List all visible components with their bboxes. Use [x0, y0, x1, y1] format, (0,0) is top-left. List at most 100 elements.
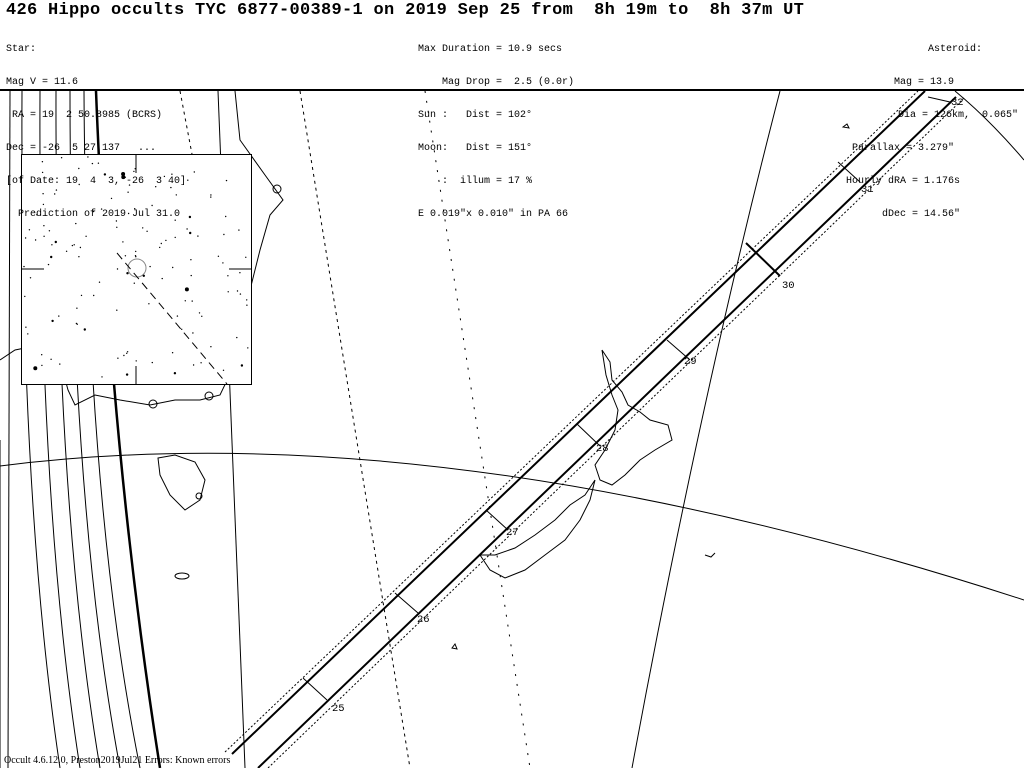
- time-label: 30: [782, 280, 795, 292]
- star-dot: [236, 290, 239, 292]
- path-north-limit: [231, 91, 926, 755]
- asteroid-info-line: Asteroid:: [927, 44, 982, 55]
- star-dot: [176, 315, 179, 317]
- star-dot: [54, 240, 57, 244]
- event-info-line: Mag Drop = 2.5 (0.0r): [418, 77, 575, 88]
- star-dot: [127, 191, 129, 193]
- event-info: Max Duration = 10.9 secs Mag Drop = 2.5 …: [418, 22, 574, 231]
- star-dot: [134, 208, 136, 210]
- star-dot: [173, 372, 177, 375]
- outer-limit-line: [7, 91, 11, 768]
- star-dot: [23, 265, 25, 268]
- island: [174, 572, 190, 580]
- star-dot: [201, 315, 203, 317]
- star-dot: [42, 203, 45, 206]
- asteroid-track: [116, 252, 228, 385]
- star-dot: [41, 171, 44, 174]
- star-dot: [239, 293, 242, 295]
- event-info-line: Max Duration = 10.9 secs: [418, 44, 563, 55]
- star-dot: [24, 295, 26, 298]
- star-dot: [27, 333, 29, 335]
- star-dot: [42, 193, 44, 195]
- header-divider: [0, 89, 1024, 91]
- star-dot: [175, 194, 177, 196]
- star-dot: [41, 161, 44, 163]
- star-dot: [135, 360, 137, 362]
- star-dot: [121, 172, 126, 176]
- time-label: 26: [417, 614, 430, 626]
- island: [841, 123, 850, 129]
- star-dot: [115, 220, 118, 222]
- star-dot: [87, 156, 89, 158]
- star-field: [22, 155, 251, 385]
- latitude-arc: [0, 452, 1024, 601]
- meridian-dotted: [424, 91, 531, 768]
- star-dot: [142, 227, 144, 229]
- star-dot: [79, 246, 82, 249]
- star-dot: [187, 179, 189, 181]
- star-dot: [238, 229, 240, 231]
- star-dot: [123, 354, 125, 357]
- time-tick: [745, 242, 781, 277]
- time-label: 29: [684, 356, 697, 368]
- star-dot: [210, 194, 212, 196]
- star-dot: [146, 230, 148, 232]
- time-tick: [576, 423, 601, 447]
- star-dot: [80, 294, 83, 297]
- star-dot: [34, 239, 37, 241]
- time-tick: [394, 592, 419, 614]
- star-dot: [60, 157, 63, 159]
- star-dot: [43, 225, 45, 227]
- star-dot: [222, 369, 225, 371]
- time-tick: [927, 96, 951, 103]
- time-tick: [485, 509, 509, 531]
- software-credit: Occult 4.6.12.0, Preston2019Jul21 Errors…: [4, 755, 231, 766]
- star-dot: [91, 162, 94, 165]
- star-dot: [190, 259, 192, 261]
- star-dot: [47, 263, 50, 266]
- star-dot: [239, 272, 241, 274]
- time-label: 31: [861, 184, 874, 196]
- star-info: Star: Mag V = 11.6 RA = 19 2 50.8985 (BC…: [6, 22, 186, 231]
- path-limit-dotted: [267, 96, 966, 768]
- star-dot: [170, 186, 172, 189]
- star-dot: [190, 274, 192, 277]
- star-dot: [217, 255, 220, 257]
- star-dot: [55, 189, 58, 191]
- star-dot: [29, 277, 32, 279]
- star-dot: [151, 204, 153, 207]
- star-dot: [126, 351, 129, 353]
- star-dot: [117, 357, 119, 359]
- star-dot: [193, 171, 195, 173]
- asteroid-info-line: dDec = 14.56": [881, 209, 960, 220]
- star-dot: [71, 244, 74, 247]
- star-dot: [92, 210, 95, 213]
- crosshair: [22, 155, 251, 384]
- star-dot: [198, 312, 201, 314]
- time-label: 25: [332, 703, 345, 715]
- star-dot: [174, 236, 176, 239]
- star-dot: [197, 235, 199, 237]
- star-dot: [54, 193, 56, 195]
- star-dot: [78, 167, 80, 170]
- star-dot: [184, 287, 189, 292]
- star-dot: [122, 241, 124, 243]
- star-dot: [186, 228, 188, 230]
- asteroid-info-line: Mag = 13.9: [893, 77, 954, 88]
- star-dot: [36, 214, 38, 216]
- event-info-line: E 0.019"x 0.010" in PA 66: [418, 209, 569, 220]
- star-dot: [75, 222, 77, 225]
- time-tick: [837, 161, 861, 183]
- star-dot: [191, 300, 193, 302]
- asteroid-info: Asteroid: Mag = 13.9 Dia = 126km, 0.065"…: [846, 22, 1018, 231]
- star-dot: [125, 373, 129, 376]
- star-dot: [93, 294, 95, 297]
- star-dot: [124, 255, 127, 257]
- tasmania-coastline: [157, 454, 206, 511]
- star-dot: [73, 244, 75, 246]
- star-dot: [78, 183, 80, 186]
- star-info-line: [of Date: 19 4 3, -26 3 40]: [6, 176, 187, 187]
- star-dot: [165, 239, 167, 242]
- star-dot: [142, 274, 145, 277]
- star-dot: [121, 175, 126, 180]
